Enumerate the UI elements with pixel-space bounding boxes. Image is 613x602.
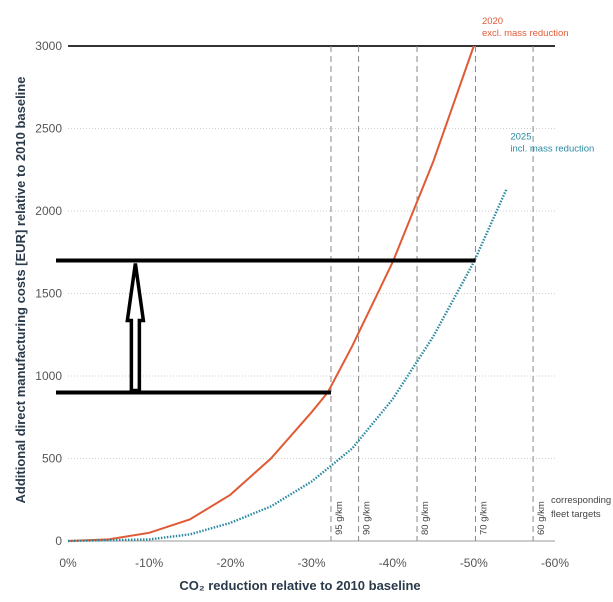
fleet-target-label: 60 g/km xyxy=(536,501,547,535)
targets-caption-line-2: fleet targets xyxy=(551,509,601,520)
series-label-year: 2025 xyxy=(510,131,531,142)
y-tick-label: 1000 xyxy=(35,369,62,383)
y-tick-label: 2000 xyxy=(35,204,62,218)
y-tick-label: 2500 xyxy=(35,122,62,136)
y-tick-label: 500 xyxy=(42,452,62,466)
fleet-target-lines: 95 g/km 90 g/km 80 g/km 70 g/km 60 g/km xyxy=(330,46,547,541)
y-axis-title: Additional direct manufacturing costs [E… xyxy=(13,77,28,504)
tick-labels: 0 500 1000 1500 2000 2500 3000 0% -10% -20% -30% -4… xyxy=(35,39,569,570)
x-axis-title: CO₂ reduction relative to 2010 baseline xyxy=(179,578,420,593)
fleet-target-label: 90 g/km xyxy=(362,501,373,535)
series-line-2 xyxy=(67,189,508,543)
increase-arrow xyxy=(125,263,146,393)
fleet-target-label: 80 g/km xyxy=(420,501,431,535)
series-line-1 xyxy=(67,45,475,542)
targets-caption-line-1: corresponding xyxy=(551,495,611,506)
x-tick-label: 0% xyxy=(59,556,77,570)
fleet-target-label: 70 g/km xyxy=(478,501,489,535)
y-tick-label: 3000 xyxy=(35,39,62,53)
x-tick-label: -20% xyxy=(216,556,244,570)
x-tick-label: -10% xyxy=(135,556,163,570)
x-tick-label: -40% xyxy=(379,556,407,570)
x-tick-label: -30% xyxy=(297,556,325,570)
y-tick-label: 1500 xyxy=(35,287,62,301)
x-tick-label: -50% xyxy=(460,556,488,570)
series-label-desc: incl. mass reduction xyxy=(510,143,594,154)
x-tick-label: -60% xyxy=(541,556,569,570)
gridlines xyxy=(68,45,555,542)
series-label-desc: excl. mass reduction xyxy=(482,28,569,39)
series-label-year: 2020 xyxy=(482,16,503,27)
fleet-target-label: 95 g/km xyxy=(334,501,345,535)
y-tick-label: 0 xyxy=(55,534,62,548)
annotations xyxy=(56,258,476,395)
